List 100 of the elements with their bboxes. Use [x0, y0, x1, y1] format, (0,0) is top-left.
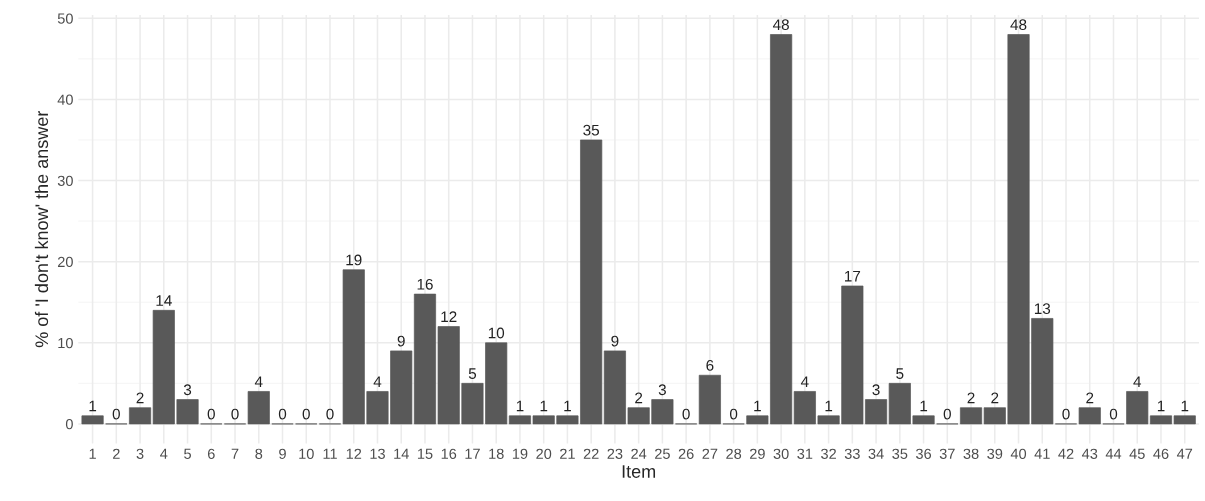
data-label: 1 — [825, 400, 833, 412]
data-label: 2 — [136, 392, 144, 404]
y-tick-label: 30 — [57, 175, 73, 186]
y-tick-label: 20 — [57, 256, 73, 268]
data-label: 2 — [967, 392, 975, 404]
x-tick-label: 45 — [1129, 448, 1145, 459]
data-label: 1 — [1181, 400, 1189, 412]
data-label: 12 — [441, 311, 457, 322]
x-tick-label: 36 — [916, 448, 932, 459]
x-tick-label: 22 — [583, 448, 599, 459]
data-label: 2 — [1086, 392, 1094, 404]
x-tick-label: 13 — [370, 448, 385, 459]
data-label: 48 — [772, 19, 789, 31]
x-tick-label: 24 — [631, 448, 647, 459]
x-tick-label: 28 — [726, 448, 742, 459]
data-label: 3 — [658, 384, 666, 396]
x-tick-label: 23 — [607, 448, 623, 459]
data-label: 17 — [845, 270, 861, 282]
data-label: 1 — [920, 400, 928, 412]
x-tick-label: 11 — [323, 448, 337, 459]
data-label: 0 — [112, 408, 120, 420]
data-label: 1 — [516, 400, 524, 412]
x-tick-label: 44 — [1105, 448, 1122, 459]
data-label: 1 — [564, 400, 571, 412]
x-tick-label: 33 — [844, 448, 860, 459]
x-tick-label: 31 — [797, 448, 813, 459]
y-tick-label: 0 — [65, 419, 73, 430]
x-tick-label: 21 — [560, 448, 575, 459]
x-tick-label: 10 — [299, 448, 314, 459]
x-tick-label: 9 — [279, 448, 286, 459]
x-tick-label: 43 — [1081, 448, 1098, 459]
data-label: 0 — [1109, 408, 1118, 420]
data-label: 0 — [682, 408, 690, 420]
data-label: 9 — [397, 335, 405, 347]
data-label: 0 — [207, 408, 215, 420]
x-tick-label: 5 — [184, 448, 191, 459]
x-tick-label: 3 — [136, 448, 144, 459]
data-label: 5 — [468, 368, 477, 379]
data-label: 1 — [540, 400, 548, 412]
bar — [81, 415, 104, 425]
x-tick-label: 8 — [255, 448, 263, 459]
x-tick-label: 26 — [678, 448, 694, 459]
data-label: 0 — [231, 408, 239, 420]
x-tick-label: 4 — [160, 448, 168, 459]
x-tick-label: 6 — [207, 448, 215, 459]
x-tick-label: 40 — [1010, 448, 1027, 459]
data-label: 4 — [373, 376, 382, 387]
x-tick-label: 19 — [512, 448, 528, 459]
data-label: 4 — [254, 376, 263, 387]
y-tick-label: 40 — [57, 94, 73, 105]
x-tick-label: 18 — [489, 448, 504, 459]
data-label: 3 — [872, 384, 880, 396]
x-tick-label: 41 — [1034, 448, 1050, 459]
data-label: 10 — [488, 327, 505, 339]
x-tick-label: 47 — [1176, 448, 1193, 459]
y-axis-title: % of 'I don't know' the answer — [34, 110, 49, 348]
x-axis-title: Item — [622, 465, 656, 478]
data-label: 6 — [706, 360, 714, 371]
data-label: 1 — [89, 400, 97, 412]
x-tick-label: 35 — [892, 448, 908, 459]
x-tick-label: 34 — [868, 448, 884, 459]
data-label: 0 — [1062, 408, 1070, 420]
x-tick-label: 2 — [112, 448, 120, 459]
data-label: 4 — [1133, 376, 1142, 387]
x-tick-label: 29 — [749, 448, 765, 459]
data-label: 1 — [1157, 400, 1165, 412]
x-tick-label: 1 — [89, 448, 96, 459]
data-label: 4 — [800, 376, 809, 387]
x-tick-label: 37 — [939, 448, 955, 459]
x-tick-label: 30 — [773, 448, 789, 459]
data-label: 19 — [346, 254, 362, 266]
data-label: 1 — [754, 400, 761, 412]
x-tick-label: 46 — [1153, 448, 1169, 459]
bar — [698, 374, 721, 425]
data-label: 13 — [1034, 303, 1051, 315]
x-tick-label: 16 — [441, 448, 457, 459]
y-tick-label: 10 — [58, 337, 73, 349]
x-tick-label: 7 — [231, 448, 239, 459]
data-label: 0 — [326, 408, 334, 420]
x-tick-label: 12 — [346, 448, 362, 459]
data-label: 48 — [1010, 19, 1027, 31]
data-label: 16 — [417, 278, 433, 290]
data-label: 0 — [729, 408, 738, 420]
x-tick-label: 38 — [963, 448, 979, 459]
data-label: 2 — [991, 392, 999, 404]
y-tick-label: 50 — [57, 13, 73, 24]
x-tick-label: 39 — [987, 448, 1003, 459]
x-tick-label: 14 — [394, 448, 409, 459]
data-label: 0 — [278, 408, 287, 420]
data-label: 0 — [302, 408, 310, 420]
x-tick-label: 27 — [702, 448, 718, 459]
x-tick-label: 20 — [536, 448, 552, 459]
data-label: 14 — [156, 295, 172, 306]
data-label: 3 — [183, 384, 192, 396]
x-tick-label: 17 — [465, 448, 480, 459]
x-tick-label: 42 — [1058, 448, 1074, 459]
x-tick-label: 32 — [821, 448, 836, 459]
data-label: 0 — [943, 408, 951, 420]
data-label: 35 — [583, 124, 600, 136]
data-label: 5 — [896, 368, 904, 379]
